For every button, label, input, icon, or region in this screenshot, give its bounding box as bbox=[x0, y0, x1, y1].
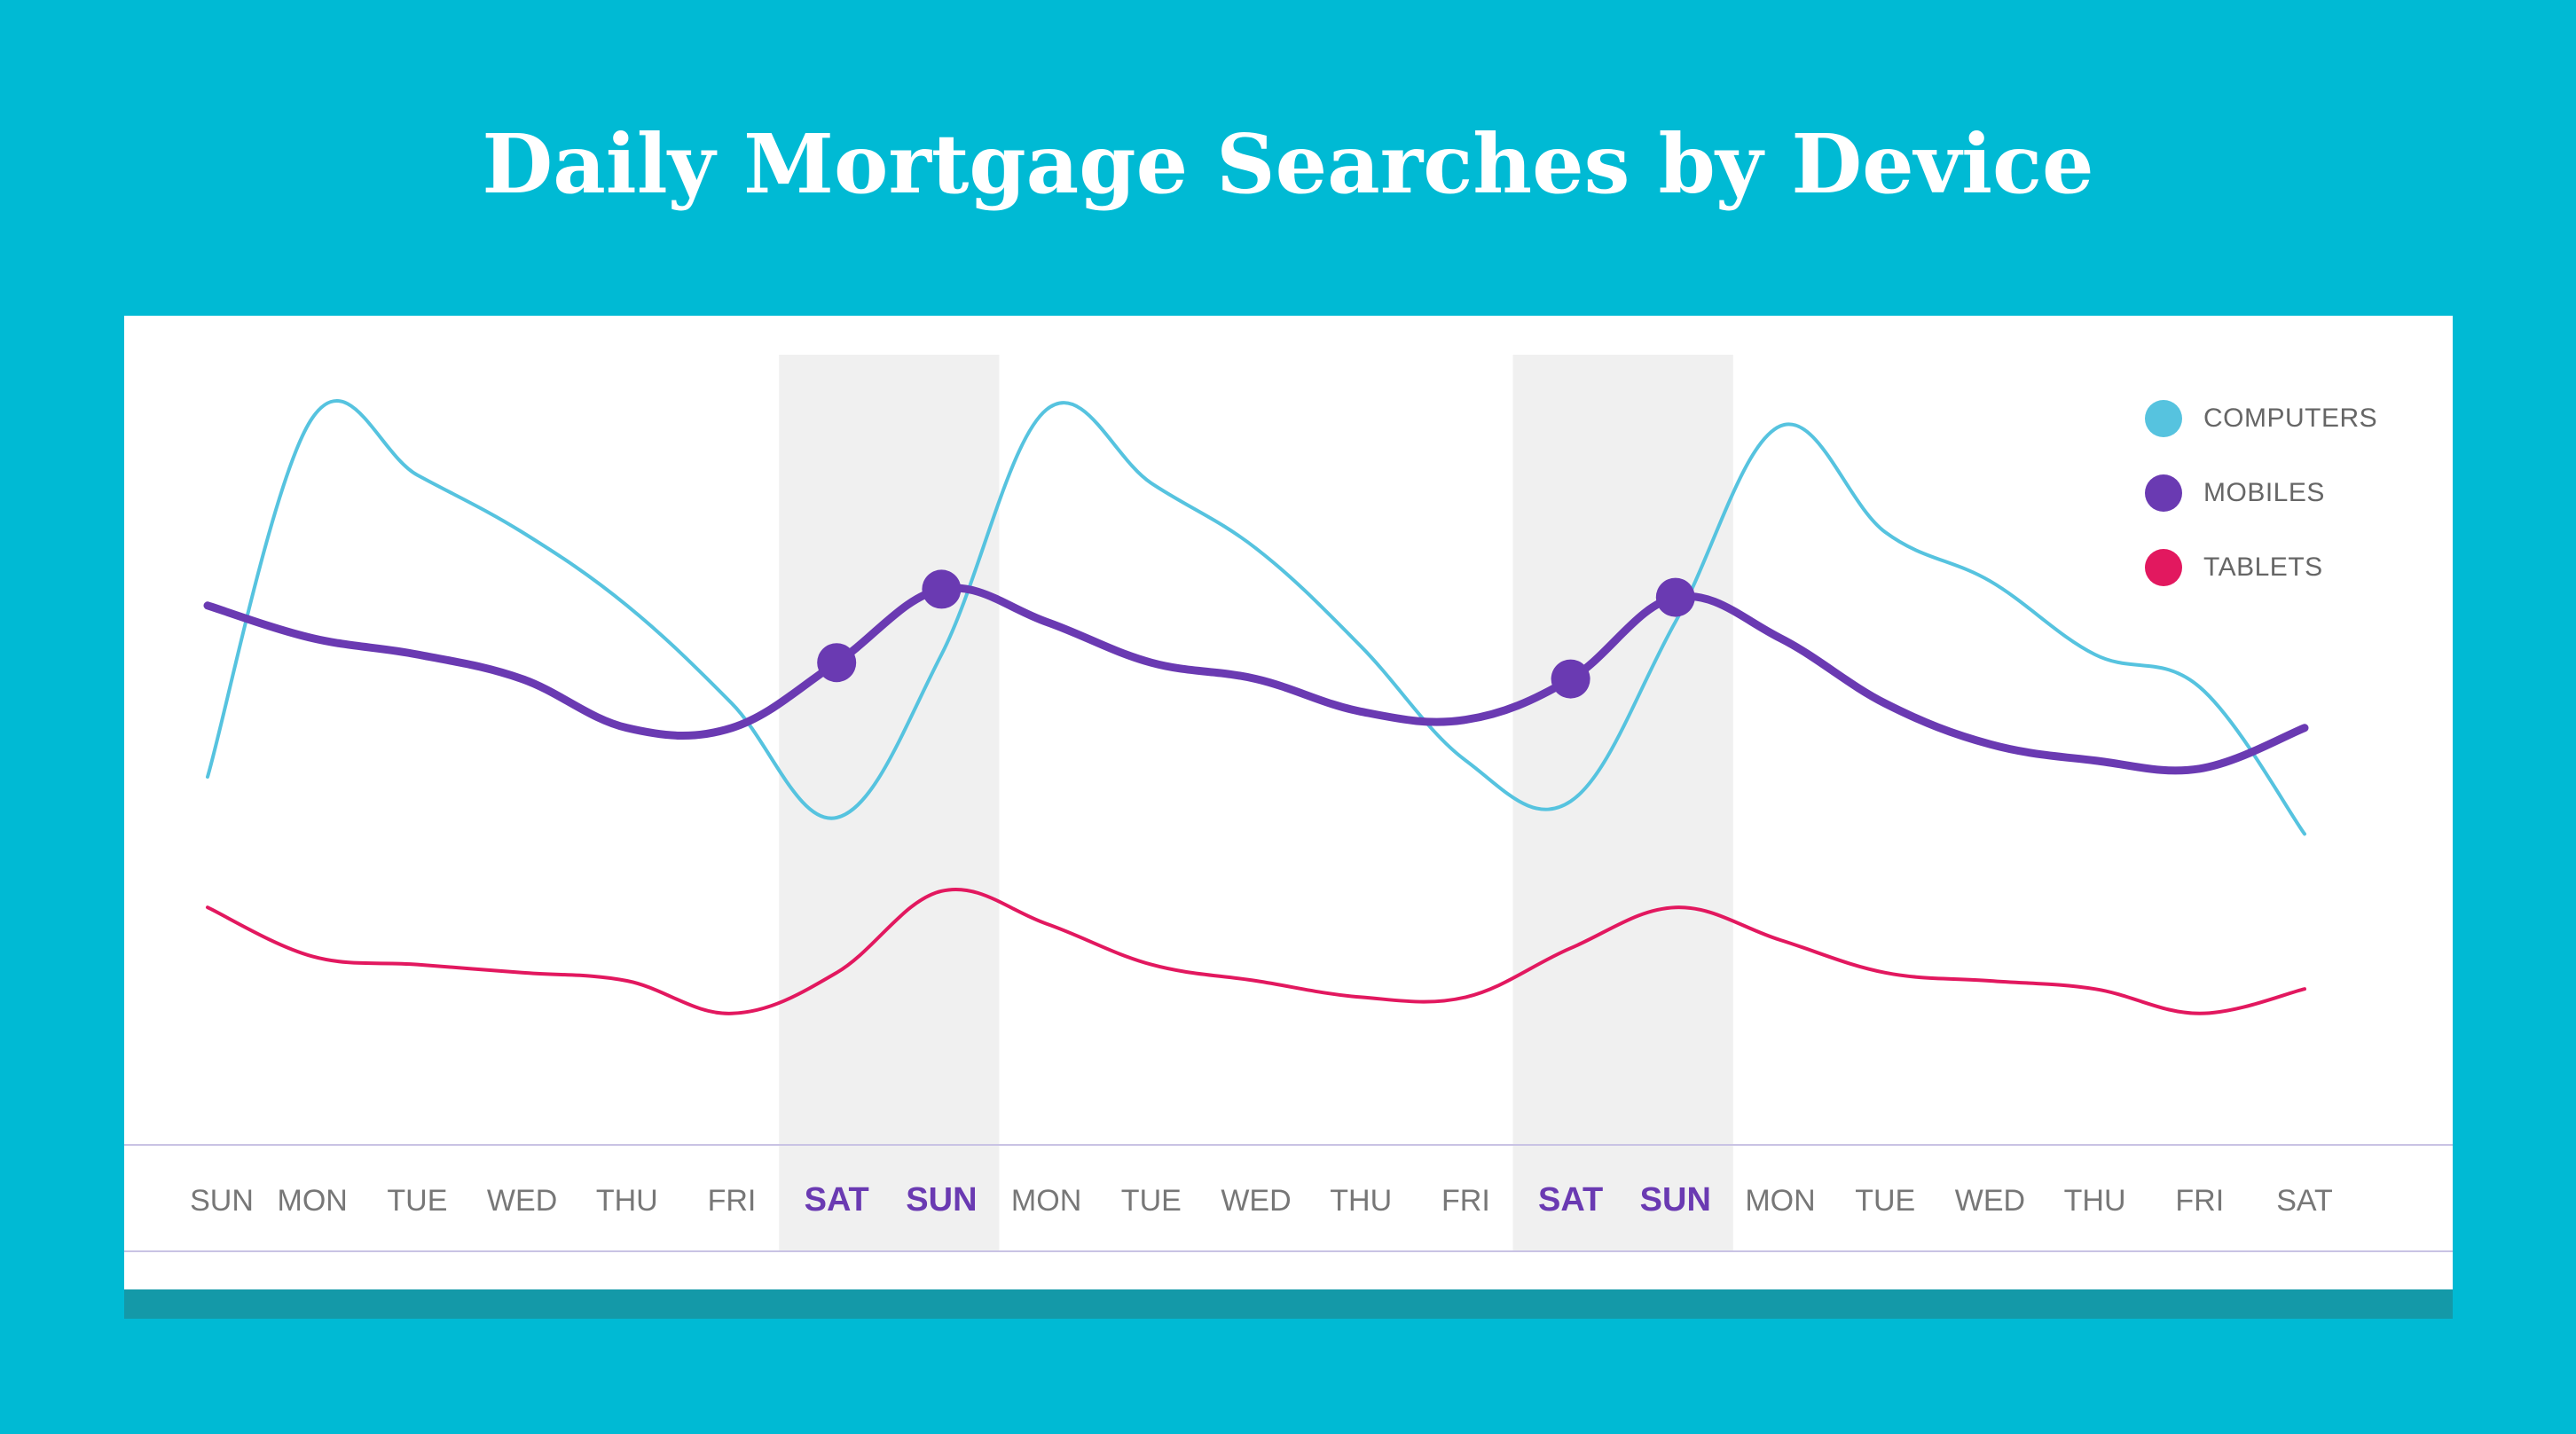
x-tick-label-18: WED bbox=[1955, 1184, 2025, 1218]
x-tick-label-10: TUE bbox=[1121, 1184, 1182, 1218]
marker-mobiles-2 bbox=[922, 569, 962, 609]
x-tick-label-3: TUE bbox=[387, 1184, 447, 1218]
legend: COMPUTERS MOBILES TABLETS bbox=[2145, 381, 2377, 605]
x-tick-label-21: SAT bbox=[2276, 1184, 2333, 1218]
x-tick-label-16: MON bbox=[1745, 1184, 1815, 1218]
legend-item-mobiles: MOBILES bbox=[2145, 456, 2377, 530]
x-tick-label-15: SUN bbox=[1640, 1181, 1711, 1219]
legend-item-tablets: TABLETS bbox=[2145, 530, 2377, 605]
data-markers bbox=[817, 569, 1695, 699]
series-lines bbox=[203, 399, 2309, 1015]
series-line-computers bbox=[206, 399, 2306, 836]
x-tick-label-8: SUN bbox=[906, 1181, 977, 1219]
x-tick-label-7: SAT bbox=[805, 1181, 869, 1219]
legend-label-mobiles: MOBILES bbox=[2203, 478, 2325, 507]
x-tick-label-17: TUE bbox=[1855, 1184, 1915, 1218]
weekend-highlights bbox=[779, 355, 1733, 1251]
series-line-mobiles bbox=[203, 584, 2309, 775]
x-tick-label-9: MON bbox=[1011, 1184, 1081, 1218]
x-tick-label-5: THU bbox=[596, 1184, 658, 1218]
chart-panel bbox=[124, 316, 2453, 1289]
marker-mobiles-4 bbox=[1655, 577, 1695, 617]
legend-label-tablets: TABLETS bbox=[2203, 552, 2323, 582]
x-tick-label-1: SUN bbox=[190, 1184, 254, 1218]
legend-swatch-computers bbox=[2145, 400, 2182, 437]
legend-swatch-tablets bbox=[2145, 549, 2182, 586]
marker-mobiles-1 bbox=[817, 643, 857, 683]
weekend-band-2 bbox=[1512, 355, 1733, 1251]
x-tick-label-13: FRI bbox=[1441, 1184, 1490, 1218]
marker-mobiles-3 bbox=[1551, 659, 1590, 699]
chart-title: Daily Mortgage Searches by Device bbox=[482, 116, 2094, 212]
x-tick-label-20: FRI bbox=[2175, 1184, 2224, 1218]
x-tick-label-4: WED bbox=[487, 1184, 557, 1218]
x-tick-label-11: WED bbox=[1221, 1184, 1291, 1218]
legend-label-computers: COMPUTERS bbox=[2203, 404, 2378, 433]
series-line-tablets bbox=[206, 888, 2306, 1015]
x-tick-label-12: THU bbox=[1330, 1184, 1392, 1218]
legend-swatch-mobiles bbox=[2145, 474, 2182, 512]
weekend-band-1 bbox=[779, 355, 1000, 1251]
x-tick-label-19: THU bbox=[2064, 1184, 2126, 1218]
x-tick-label-6: FRI bbox=[708, 1184, 757, 1218]
x-tick-labels: SUN MON TUE WED THU FRI SAT SUN MON TUE WED THU FRI S… bbox=[190, 1181, 2333, 1219]
x-tick-label-14: SAT bbox=[1538, 1181, 1603, 1219]
legend-item-computers: COMPUTERS bbox=[2145, 381, 2377, 456]
x-tick-label-2: MON bbox=[278, 1184, 348, 1218]
chart-panel-footer-bar bbox=[124, 1289, 2453, 1319]
